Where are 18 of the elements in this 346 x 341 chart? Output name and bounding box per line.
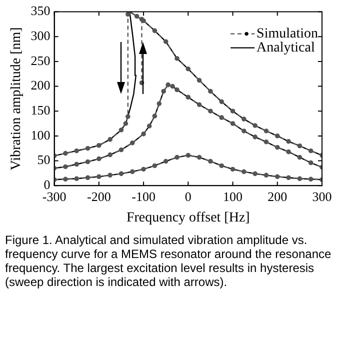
y-tick-label: 300 bbox=[30, 28, 50, 44]
y-tick-label: 200 bbox=[30, 78, 50, 93]
y-axis-title: Vibration amplitude [nm] bbox=[9, 27, 24, 170]
x-tick-label: 0 bbox=[184, 188, 192, 204]
caption: Figure 1. Analytical and simulated vibration amplitude vs. frequency curve for a MEMS resonator around the resonance frequency. The largest excitation level results in hysteresis (sweep direction is indicated with arrows). bbox=[5, 233, 332, 289]
legend-label: Simulation bbox=[256, 26, 318, 42]
x-tick-label: -200 bbox=[86, 188, 111, 204]
y-tick-label: 250 bbox=[30, 52, 50, 68]
x-tick-label: 300 bbox=[312, 188, 332, 204]
x-tick-label: 200 bbox=[268, 188, 288, 204]
y-tick-label: 50 bbox=[37, 152, 50, 168]
legend-label: Analytical bbox=[256, 40, 315, 56]
x-tick-label: 100 bbox=[223, 188, 243, 204]
y-tick-label: 350 bbox=[30, 3, 50, 18]
x-tick-label: -100 bbox=[132, 188, 156, 204]
y-tick-label: 100 bbox=[30, 127, 50, 142]
x-axis-title: Frequency offset [Hz] bbox=[126, 210, 250, 226]
y-tick-label: 150 bbox=[30, 102, 50, 118]
